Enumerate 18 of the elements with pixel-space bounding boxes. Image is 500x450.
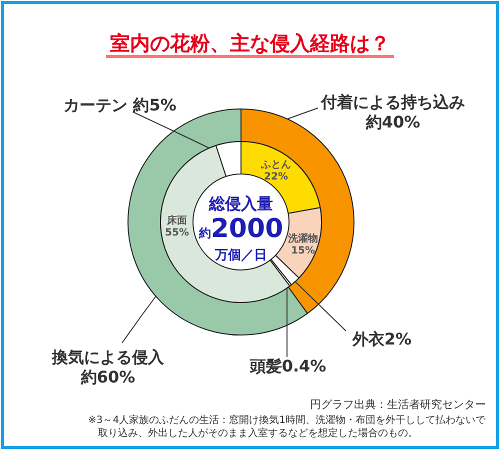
slice-label: ふとん [260, 160, 291, 170]
slice-label: カーテン 約5% [64, 96, 176, 114]
data-label: 約40% [364, 112, 420, 132]
data-label: 15% [291, 246, 315, 256]
chart-title: 室内の花粉、主な侵入経路は？ [106, 31, 394, 58]
text: 総侵入量 [209, 194, 273, 213]
data-label: 22% [264, 172, 288, 182]
slice-label: 換気による侵入 [51, 348, 165, 366]
slice-label: 洗濯物 [287, 232, 318, 244]
slice-label: 付着による持ち込み [320, 92, 465, 112]
slice-label: 外衣2% [351, 330, 412, 348]
data-label: 55% [165, 228, 189, 238]
text: 約2000万個／日 [198, 214, 284, 263]
text: ※3～4人家族のふだんの生活：窓開け換気1時間、洗濯物・布団を外干しして払わないで取り込み、外出した人がそのまま入室するなどを想定した場合のもの。 [88, 414, 486, 440]
data-label: 約60% [80, 368, 136, 386]
text: 円グラフ出典：生活者研究センター [310, 398, 486, 412]
slice-label: 床面 [166, 214, 187, 226]
slice-label: 頭髪0.4% [248, 356, 326, 376]
